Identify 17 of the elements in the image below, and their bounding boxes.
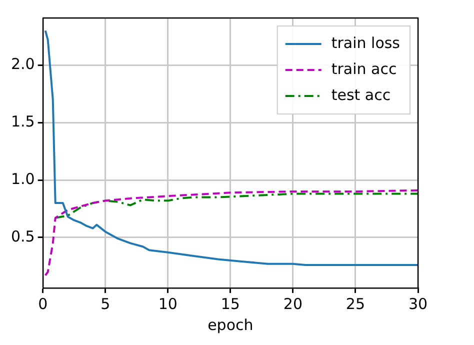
x-tick-label: 20: [283, 294, 302, 313]
legend-label: train acc: [331, 60, 397, 78]
y-tick-label: 2.0: [10, 54, 35, 73]
x-tick-label: 25: [346, 294, 366, 313]
x-tick-label: 5: [100, 294, 110, 313]
x-tick-label: 30: [408, 294, 428, 313]
legend-label: train loss: [331, 34, 400, 52]
y-tick-label: 1.0: [10, 170, 35, 188]
x-tick-label: 10: [158, 294, 178, 313]
y-tick-label: 0.5: [10, 227, 35, 246]
x-tick-label: 15: [220, 294, 240, 313]
legend-label: test acc: [331, 86, 391, 104]
line-series: [44, 189, 418, 276]
x-axis-title: epoch: [208, 316, 254, 334]
x-tick-label: 0: [38, 294, 48, 313]
line-series: [54, 192, 418, 219]
y-tick-label: 1.5: [10, 112, 35, 130]
